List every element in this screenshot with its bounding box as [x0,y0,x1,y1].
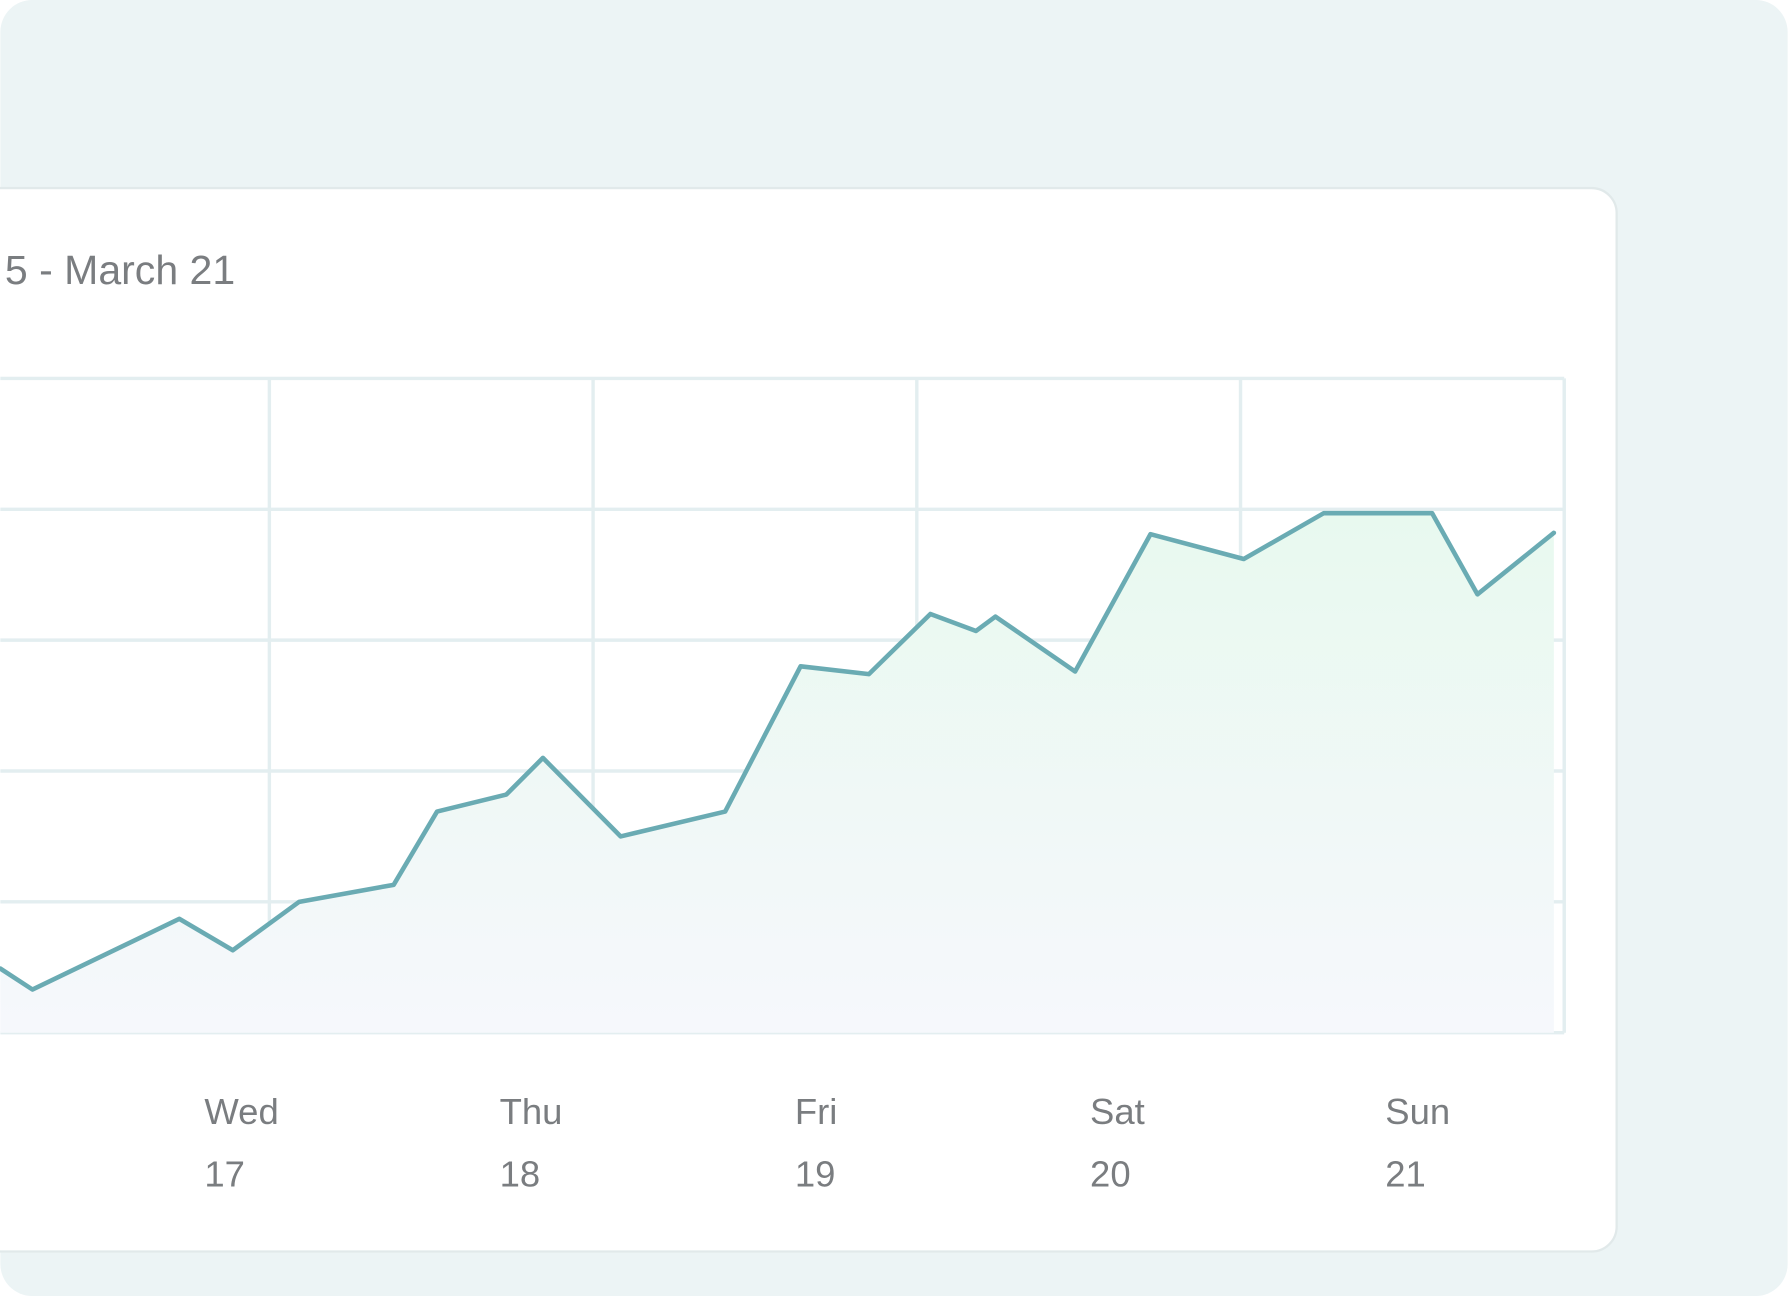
chart-title: 5 - March 21 [5,247,235,293]
line [0,510,1557,992]
x-tick-date: 21 [1385,1154,1426,1195]
x-tick-date: 18 [500,1154,541,1195]
x-tick-label: Sun [1385,1091,1450,1132]
x-tick-date: 20 [1090,1154,1131,1195]
x-tick-date: 19 [795,1154,836,1195]
x-tick-label: Fri [795,1091,838,1132]
x-tick-date: 17 [204,1154,245,1195]
x-tick-label: Sat [1090,1091,1145,1132]
x-tick-label: Wed [204,1091,278,1132]
x-tick-label: Thu [500,1091,563,1132]
area [0,513,1554,1033]
plot: Wed 17 Thu 18 Fri 19 Sat 20 Sun 21 [0,376,1566,1195]
